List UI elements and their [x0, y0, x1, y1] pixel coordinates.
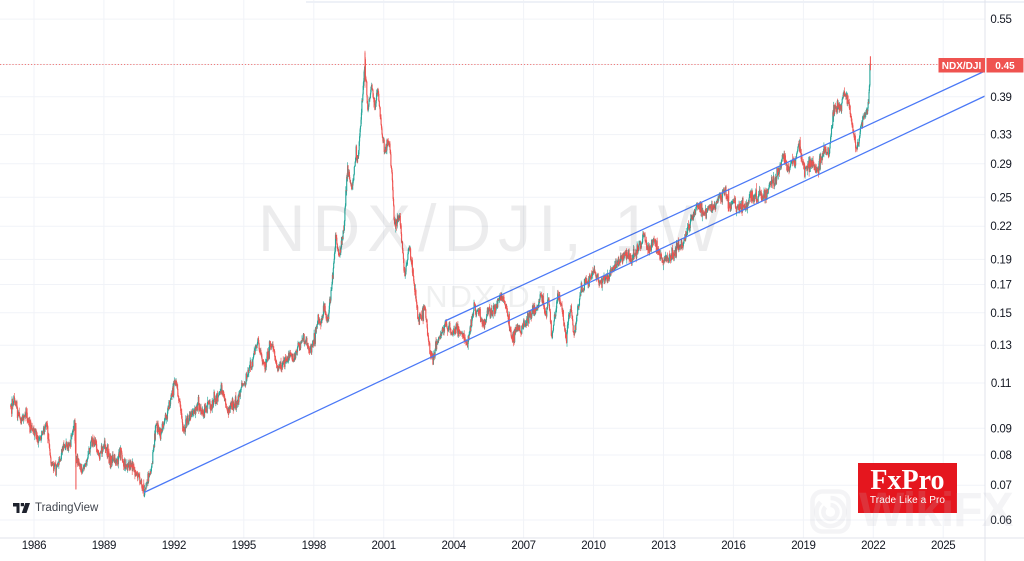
svg-text:0.17: 0.17 — [990, 280, 1011, 292]
svg-text:2016: 2016 — [721, 540, 745, 552]
svg-text:2019: 2019 — [791, 540, 815, 552]
svg-text:1989: 1989 — [92, 540, 116, 552]
svg-text:2007: 2007 — [511, 540, 535, 552]
svg-text:NDX/DJI: NDX/DJI — [942, 61, 982, 72]
svg-text:0.07: 0.07 — [990, 480, 1011, 492]
svg-text:0.22: 0.22 — [990, 221, 1011, 233]
svg-text:0.13: 0.13 — [990, 340, 1011, 352]
svg-text:0.45: 0.45 — [995, 61, 1015, 72]
svg-text:0.29: 0.29 — [990, 159, 1011, 171]
svg-text:1998: 1998 — [302, 540, 326, 552]
svg-text:0.09: 0.09 — [990, 423, 1011, 435]
svg-text:1986: 1986 — [22, 540, 46, 552]
svg-text:2001: 2001 — [372, 540, 396, 552]
svg-text:2010: 2010 — [581, 540, 605, 552]
svg-text:0.33: 0.33 — [990, 130, 1011, 142]
svg-text:0.08: 0.08 — [990, 450, 1011, 462]
svg-text:1992: 1992 — [162, 540, 186, 552]
svg-text:0.55: 0.55 — [990, 14, 1011, 26]
svg-text:0.39: 0.39 — [990, 92, 1011, 104]
svg-text:0.11: 0.11 — [991, 378, 1011, 390]
svg-text:0.06: 0.06 — [990, 515, 1011, 527]
svg-text:0.25: 0.25 — [990, 192, 1011, 204]
svg-text:2013: 2013 — [651, 540, 675, 552]
svg-text:2022: 2022 — [861, 540, 885, 552]
svg-text:2025: 2025 — [931, 540, 955, 552]
svg-text:2004: 2004 — [442, 540, 467, 552]
svg-text:0.19: 0.19 — [990, 254, 1011, 266]
svg-text:0.15: 0.15 — [990, 308, 1011, 320]
svg-text:1995: 1995 — [232, 540, 256, 552]
